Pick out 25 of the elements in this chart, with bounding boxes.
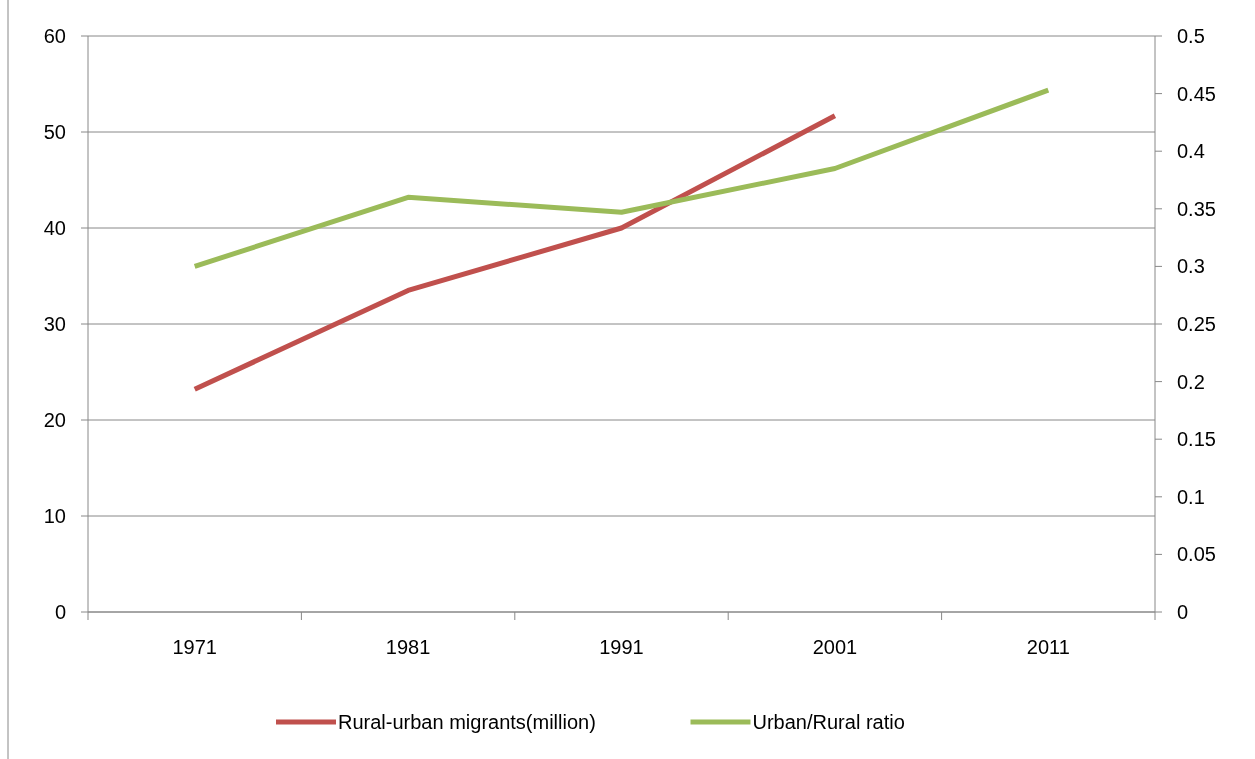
y-tick-label: 40 [43,217,66,239]
legend-label: Urban/Rural ratio [752,711,905,733]
y2-tick-label: 0.3 [1177,255,1205,278]
y-tick-label: 30 [43,313,66,335]
y2-tick-label: 0.4 [1177,140,1205,163]
x-tick-label: 1971 [172,636,217,658]
y2-tick-label: 0.5 [1177,25,1205,47]
y2-tick-label: 0.45 [1177,82,1216,105]
y-tick-label: 10 [43,505,66,527]
y-tick-label: 0 [54,601,66,623]
y2-tick-label: 0.05 [1177,543,1216,566]
y-tick-label: 50 [43,121,66,143]
y2-tick-label: 0.35 [1177,197,1216,220]
x-tick-label: 1981 [385,636,431,658]
y2-tick-label: 0.2 [1177,370,1205,393]
legend-label: Rural-urban migrants(million) [338,711,596,733]
y-tick-label: 60 [43,25,66,47]
y2-tick-label: 0.15 [1177,428,1216,451]
y2-tick-label: 0.1 [1177,485,1205,508]
x-tick-label: 2011 [1026,636,1070,658]
x-tick-label: 1991 [599,636,644,658]
x-tick-label: 2001 [812,636,858,658]
y2-tick-label: 0.25 [1177,313,1216,335]
y2-tick-label: 0 [1177,601,1189,623]
y-tick-label: 20 [43,409,66,431]
